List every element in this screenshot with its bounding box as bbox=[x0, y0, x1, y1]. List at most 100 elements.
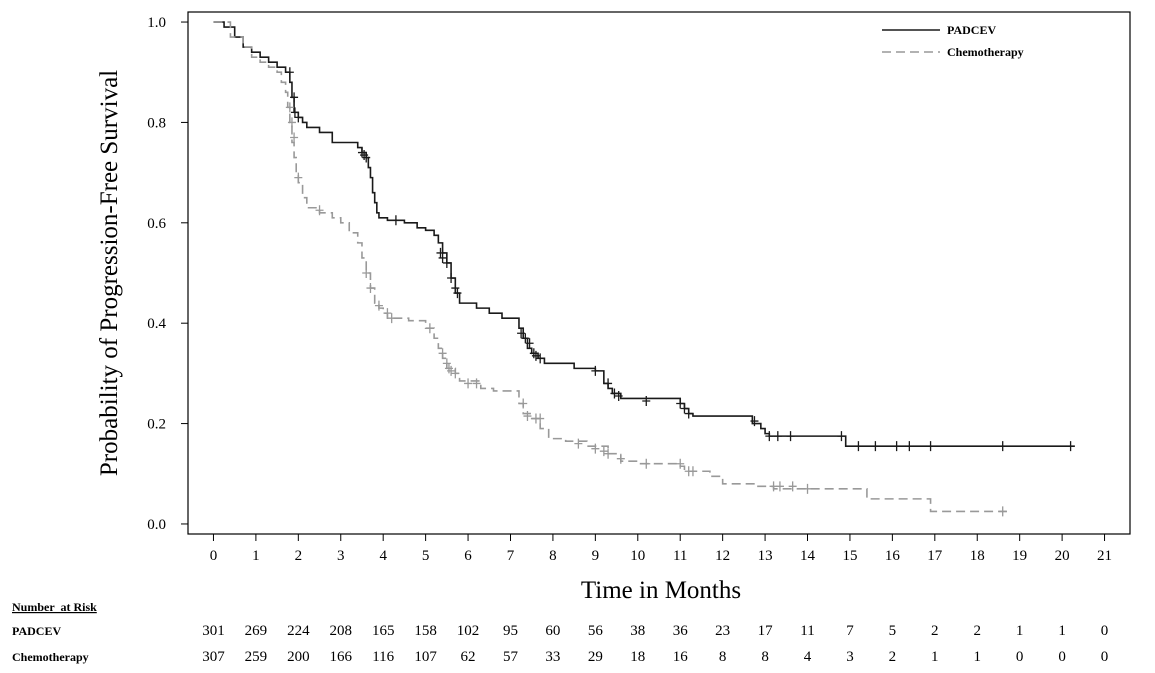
censor-mark bbox=[290, 107, 299, 118]
risk-value: 57 bbox=[503, 649, 519, 665]
risk-value: 2 bbox=[973, 623, 981, 639]
risk-value: 1 bbox=[931, 649, 939, 665]
risk-value: 0 bbox=[1058, 649, 1066, 665]
censor-mark bbox=[591, 443, 600, 454]
censor-mark bbox=[1066, 441, 1075, 452]
censor-mark bbox=[616, 453, 625, 464]
censor-mark bbox=[854, 441, 863, 452]
risk-value: 1 bbox=[973, 649, 981, 665]
risk-row-label: PADCEV bbox=[12, 624, 61, 638]
censor-mark bbox=[290, 92, 299, 103]
risk-value: 16 bbox=[673, 649, 689, 665]
risk-value: 3 bbox=[846, 649, 854, 665]
x-tick-label: 8 bbox=[549, 548, 557, 564]
censor-mark bbox=[357, 147, 366, 158]
censor-mark bbox=[610, 388, 619, 399]
x-tick-label: 7 bbox=[507, 548, 515, 564]
x-tick-label: 0 bbox=[210, 548, 218, 564]
x-tick-label: 16 bbox=[885, 548, 901, 564]
risk-value: 165 bbox=[372, 623, 395, 639]
survival-curve-chemotherapy bbox=[213, 21, 1007, 513]
y-tick-label: 0.2 bbox=[147, 417, 166, 433]
x-tick-label: 2 bbox=[295, 548, 303, 564]
censor-mark bbox=[604, 378, 613, 389]
censor-mark bbox=[285, 67, 294, 78]
censor-mark bbox=[451, 368, 460, 379]
censor-mark bbox=[285, 102, 294, 113]
censor-mark bbox=[773, 431, 782, 442]
survival-curve-padcev bbox=[213, 21, 1075, 447]
risk-value: 29 bbox=[588, 649, 603, 665]
censor-mark bbox=[803, 483, 812, 494]
risk-value: 2 bbox=[889, 649, 897, 665]
risk-value: 8 bbox=[761, 649, 769, 665]
risk-value: 200 bbox=[287, 649, 310, 665]
risk-value: 224 bbox=[287, 623, 310, 639]
censor-mark bbox=[438, 252, 447, 263]
risk-value: 95 bbox=[503, 623, 518, 639]
number-at-risk-table: PADCEV 301 269 224 208 165 158 102 95 60 56 38 36 23 1… bbox=[12, 623, 1108, 665]
censor-mark bbox=[998, 441, 1007, 452]
censor-mark bbox=[442, 358, 451, 369]
censor-mark bbox=[642, 395, 651, 406]
censor-mark bbox=[604, 448, 613, 459]
x-tick-label: 9 bbox=[592, 548, 600, 564]
censor-mark bbox=[998, 506, 1007, 517]
censor-mark bbox=[517, 328, 526, 339]
x-tick-label: 1 bbox=[252, 548, 260, 564]
censor-mark bbox=[536, 413, 545, 424]
risk-row-label: Chemotherapy bbox=[12, 650, 89, 664]
y-tick-label: 0.6 bbox=[147, 216, 166, 232]
x-tick-label: 3 bbox=[337, 548, 345, 564]
risk-value: 17 bbox=[758, 623, 774, 639]
censor-mark bbox=[521, 333, 530, 344]
x-tick-label: 19 bbox=[1012, 548, 1027, 564]
censor-mark bbox=[290, 132, 299, 143]
risk-value: 7 bbox=[846, 623, 854, 639]
x-tick-label: 12 bbox=[715, 548, 730, 564]
censor-mark bbox=[447, 365, 456, 376]
risk-value: 307 bbox=[202, 649, 225, 665]
risk-value: 0 bbox=[1101, 623, 1109, 639]
censor-mark bbox=[871, 441, 880, 452]
x-tick-label: 14 bbox=[800, 548, 816, 564]
censor-mark bbox=[447, 273, 456, 284]
censor-mark bbox=[294, 172, 303, 183]
censor-mark bbox=[294, 112, 303, 123]
censor-mark bbox=[442, 257, 451, 268]
censor-mark bbox=[591, 365, 600, 376]
censor-mark bbox=[680, 403, 689, 414]
censor-mark bbox=[387, 313, 396, 324]
x-tick-label: 17 bbox=[927, 548, 943, 564]
y-tick-label: 1.0 bbox=[147, 15, 166, 31]
censor-mark bbox=[676, 398, 685, 409]
risk-value: 33 bbox=[545, 649, 560, 665]
x-tick-label: 18 bbox=[970, 548, 985, 564]
series-padcev bbox=[213, 21, 1075, 452]
risk-value: 1 bbox=[1016, 623, 1024, 639]
series-chemotherapy bbox=[213, 21, 1007, 517]
censor-mark bbox=[453, 288, 462, 299]
risk-value: 5 bbox=[889, 623, 897, 639]
censor-mark bbox=[519, 398, 528, 409]
censor-mark bbox=[315, 205, 324, 216]
risk-value: 107 bbox=[414, 649, 437, 665]
censor-mark bbox=[464, 378, 473, 389]
censor-mark bbox=[775, 481, 784, 492]
x-tick-label: 5 bbox=[422, 548, 430, 564]
risk-value: 1 bbox=[1058, 623, 1066, 639]
risk-value: 166 bbox=[330, 649, 353, 665]
risk-value: 2 bbox=[931, 623, 939, 639]
censor-mark bbox=[436, 247, 445, 258]
x-tick-label: 15 bbox=[842, 548, 857, 564]
risk-value: 158 bbox=[414, 623, 437, 639]
censor-mark bbox=[642, 458, 651, 469]
risk-value: 62 bbox=[461, 649, 476, 665]
y-tick-label: 0.8 bbox=[147, 115, 166, 131]
censor-mark bbox=[905, 441, 914, 452]
x-tick-label: 13 bbox=[758, 548, 773, 564]
risk-value: 116 bbox=[372, 649, 394, 665]
risk-value: 301 bbox=[202, 623, 225, 639]
censor-mark bbox=[837, 431, 846, 442]
censor-mark bbox=[362, 268, 371, 278]
